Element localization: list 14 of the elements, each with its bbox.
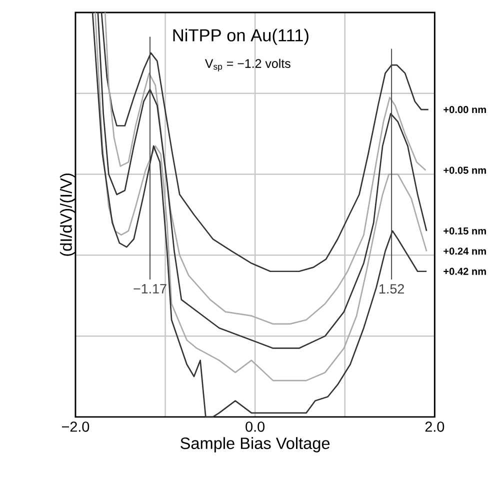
text: NiTPP on Au(111): [173, 28, 308, 45]
ref-line-label: −1.17: [134, 284, 166, 294]
series-label: +0.42 nm: [444, 268, 486, 275]
series-label: +0.15 nm: [444, 227, 486, 234]
y-axis-title: (dI/dV)/(I/V): [60, 173, 76, 256]
series-label: +0.00 nm: [444, 106, 486, 113]
x-tick-label: 0.0: [246, 421, 264, 432]
series-label: +0.24 nm: [444, 247, 486, 254]
text: V$_{sp}$ = −1.2 volts: [204, 58, 290, 72]
series-label: +0.05 nm: [444, 166, 486, 174]
ref-line-label: 1.52: [380, 284, 404, 294]
x-tick-label: −2.0: [62, 421, 90, 432]
x-axis-title: Sample Bias Voltage: [180, 436, 330, 452]
x-tick-label: 2.0: [425, 421, 444, 432]
